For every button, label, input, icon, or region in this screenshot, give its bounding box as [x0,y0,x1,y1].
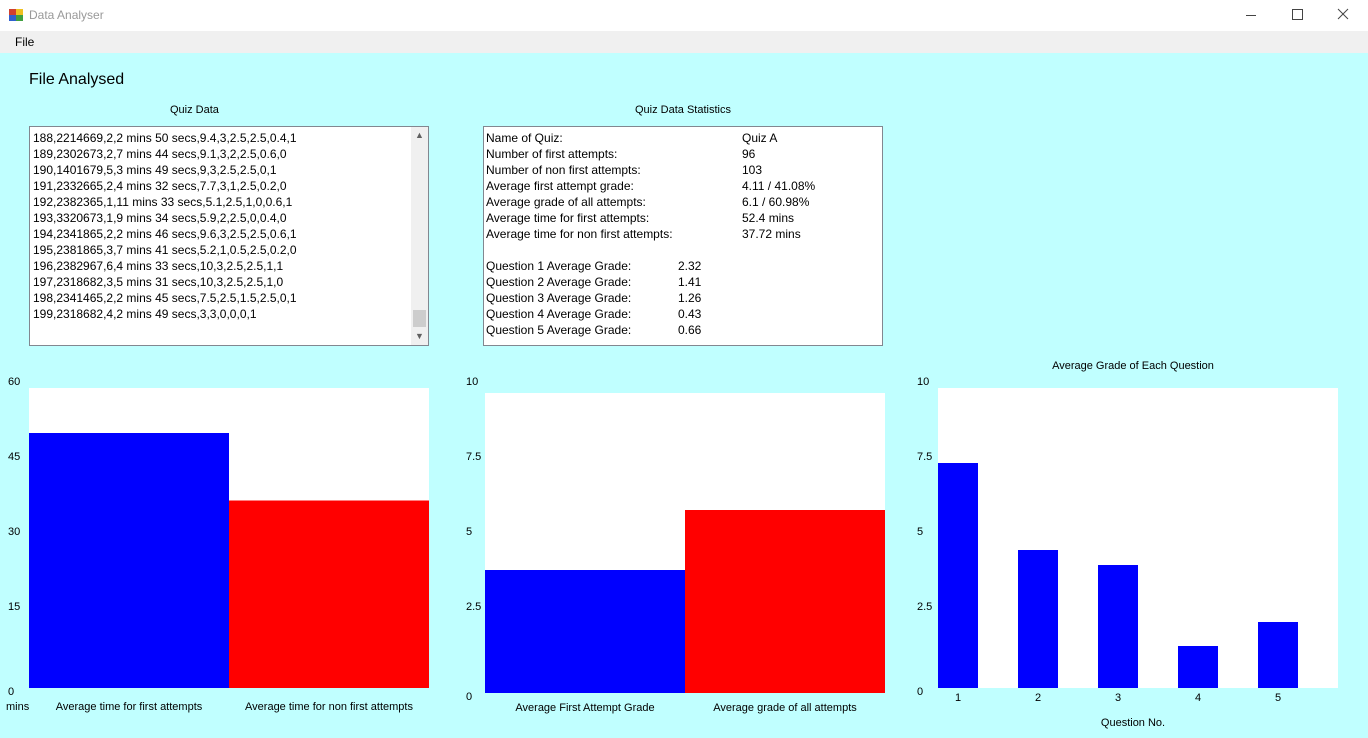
chart-3-x-tick: 3 [1114,692,1122,704]
maximize-button[interactable] [1274,0,1320,31]
chart-3-x-tick: 4 [1194,692,1202,704]
stat-value: 37.72 mins [742,227,801,241]
chart-2-y-tick: 7.5 [466,451,482,463]
chart-2-x-tick: Average First Attempt Grade [515,702,655,714]
app-icon [9,9,23,21]
chart-3-plot-area [938,388,1338,688]
chart-3-x-tick: 5 [1274,692,1282,704]
stats-caption: Quiz Data Statistics [635,104,731,116]
quiz-data-line: 193,3320673,1,9 mins 34 secs,5.9,2,2.5,0… [33,211,287,225]
quiz-data-line: 197,2318682,3,5 mins 31 secs,10,3,2.5,2.… [33,275,284,289]
stat-label: Name of Quiz: [486,131,563,145]
chart-3-bar [938,463,978,688]
question-stat-label: Question 1 Average Grade: [486,259,632,273]
quiz-data-line: 194,2341865,2,2 mins 46 secs,9.6,3,2.5,2… [33,227,297,241]
chart-3-x-tick: 2 [1034,692,1042,704]
quiz-data-caption: Quiz Data [170,104,219,116]
stat-value: 103 [742,163,763,177]
chart-1-y-tick: 15 [8,601,21,613]
scroll-thumb[interactable] [413,310,426,327]
question-stat-value: 0.43 [678,307,702,321]
quiz-data-line: 198,2341465,2,2 mins 45 secs,7.5,2.5,1.5… [33,291,297,305]
stat-value: 96 [742,147,756,161]
chart-3-y-tick: 0 [917,686,924,698]
chart-3-x-axis-label: Question No. [1100,717,1166,729]
chart-1-y-axis-label: mins [6,701,30,713]
stat-value: 6.1 / 60.98% [742,195,810,209]
chart-1-y-tick: 30 [8,526,21,538]
chart-3-y-tick: 2.5 [917,601,933,613]
chart-1-x-tick: Average time for non first attempts [245,701,413,713]
quiz-data-line: 188,2214669,2,2 mins 50 secs,9.4,3,2.5,2… [33,131,297,145]
scroll-down-icon[interactable]: ▼ [415,331,424,341]
question-stat-value: 1.26 [678,291,702,305]
chart-2-y-tick: 5 [466,526,473,538]
chart-3-bar [1258,622,1298,688]
stat-label: Number of first attempts: [486,147,618,161]
chart-2-svg [485,510,885,693]
chart-2-bar [685,510,885,693]
vertical-scrollbar[interactable]: ▲ ▼ [411,127,428,345]
quiz-data-line: 189,2302673,2,7 mins 44 secs,9.1,3,2,2.5… [33,147,287,161]
chart-3-title: Average Grade of Each Question [1052,360,1214,372]
quiz-data-line: 190,1401679,5,3 mins 49 secs,9,3,2.5,2.5… [33,163,277,177]
stat-label: Number of non first attempts: [486,163,641,177]
quiz-data-line: 195,2381865,3,7 mins 41 secs,5.2,1,0.5,2… [33,243,297,257]
chart-3-y-tick: 5 [917,526,924,538]
minimize-icon [1246,15,1256,16]
chart-2-x-tick: Average grade of all attempts [713,702,857,714]
chart-3-bar [1018,550,1058,688]
close-button[interactable] [1320,0,1366,31]
chart-2-plot-area [485,393,885,693]
quiz-data-textbox[interactable]: 188,2214669,2,2 mins 50 secs,9.4,3,2.5,2… [29,126,429,346]
chart-2-y-tick: 10 [466,376,479,388]
quiz-data-line: 191,2332665,2,4 mins 32 secs,7.7,3,1,2.5… [33,179,287,193]
question-stat-value: 2.32 [678,259,702,273]
close-icon [1337,8,1349,20]
title-bar: Data Analyser [0,0,1368,31]
stat-label: Average time for non first attempts: [486,227,673,241]
chart-2-y-tick: 2.5 [466,601,482,613]
quiz-data-line: 199,2318682,4,2 mins 49 secs,3,3,0,0,0,1 [33,307,257,321]
stat-label: Average time for first attempts: [486,211,650,225]
minimize-button[interactable] [1228,0,1274,31]
chart-1-plot-area [29,388,429,688]
question-stat-value: 1.41 [678,275,702,289]
chart-3-bar [1178,646,1218,688]
page-heading: File Analysed [29,71,125,88]
stats-panel: Name of Quiz: Quiz A Number of first attem… [483,126,883,346]
chart-1-y-tick: 60 [8,376,21,388]
chart-1-y-tick: 45 [8,451,21,463]
chart-3-y-tick: 10 [917,376,930,388]
chart-3-bar [1098,565,1138,688]
chart-1-svg [29,433,429,688]
stat-label: Average first attempt grade: [486,179,634,193]
chart-1-y-tick: 0 [8,686,15,698]
chart-1-bar [229,500,429,688]
menu-bar: File [0,31,1368,53]
stat-value: 4.11 / 41.08% [742,179,816,193]
question-stat-label: Question 4 Average Grade: [486,307,632,321]
stat-label: Average grade of all attempts: [486,195,646,209]
chart-2-bar [485,570,685,693]
chart-1-x-tick: Average time for first attempts [55,701,203,713]
chart-2-y-tick: 0 [466,691,473,703]
stat-value: 52.4 mins [742,211,795,225]
question-stat-value: 0.66 [678,323,702,337]
question-stat-label: Question 5 Average Grade: [486,323,632,337]
window-title: Data Analyser [29,8,104,22]
quiz-data-line: 192,2382365,1,11 mins 33 secs,5.1,2.5,1,… [33,195,293,209]
menu-file[interactable]: File [15,35,35,49]
maximize-icon [1292,9,1303,20]
chart-3-y-tick: 7.5 [917,451,933,463]
quiz-data-line: 196,2382967,6,4 mins 33 secs,10,3,2.5,2.… [33,259,284,273]
chart-3-x-tick: 1 [954,692,962,704]
stat-value: Quiz A [742,131,778,145]
chart-1-bar [29,433,229,688]
scroll-up-icon[interactable]: ▲ [415,130,424,140]
question-stat-label: Question 2 Average Grade: [486,275,632,289]
chart-3-svg [938,463,1298,688]
question-stat-label: Question 3 Average Grade: [486,291,632,305]
